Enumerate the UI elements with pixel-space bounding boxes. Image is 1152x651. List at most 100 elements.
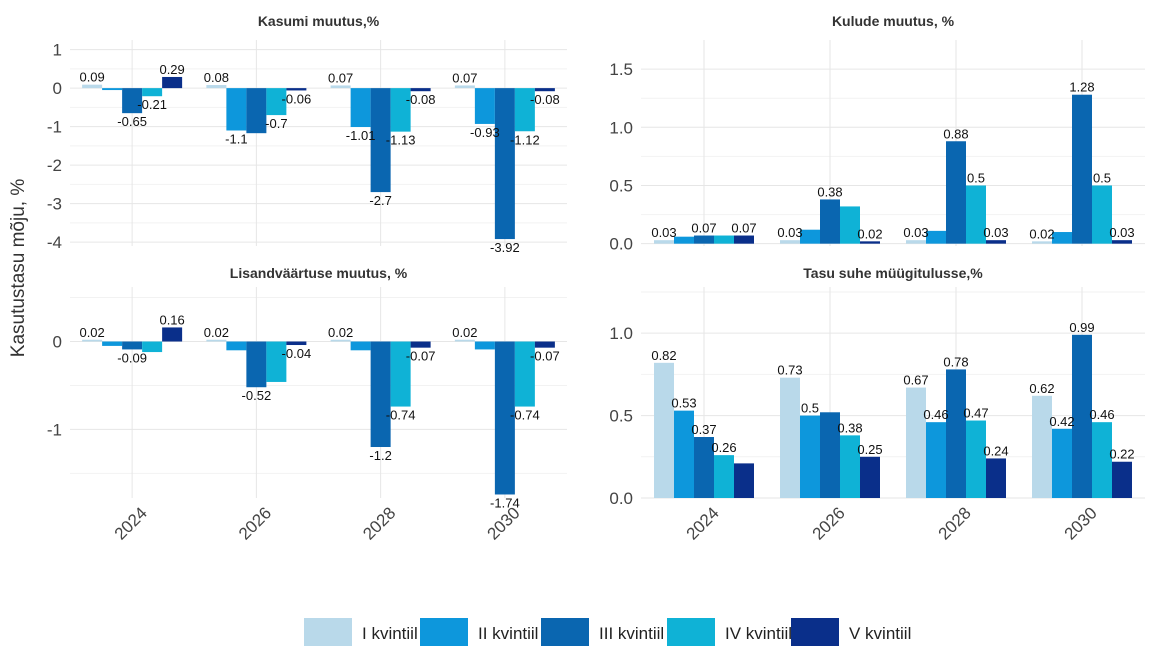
y-tick-label: -2 (47, 156, 62, 175)
legend-label: V kvintiil (849, 624, 911, 643)
data-label: 1.28 (1069, 80, 1094, 95)
bar (82, 84, 103, 89)
data-label: 0.82 (651, 348, 676, 363)
data-label: -0.09 (117, 350, 147, 365)
panel-title: Lisandväärtuse muutus, % (230, 265, 408, 281)
bar (654, 240, 674, 244)
legend-item: III kvintiil (541, 618, 664, 646)
bar (840, 206, 860, 244)
bar (694, 235, 714, 244)
data-label: 0.38 (817, 184, 842, 199)
bar (350, 341, 371, 351)
bar (986, 458, 1006, 498)
bar (734, 463, 754, 498)
bar (780, 240, 800, 244)
data-label: 0.03 (1109, 225, 1134, 240)
legend-item: IV kvintiil (667, 618, 792, 646)
data-label: -0.08 (406, 92, 436, 107)
x-tick-label: 2026 (809, 503, 849, 543)
data-label: -0.52 (242, 388, 272, 403)
bar (390, 341, 411, 407)
panel-title: Kulude muutus, % (832, 13, 955, 29)
bar (1092, 422, 1112, 498)
bar (350, 88, 371, 128)
bar (534, 88, 555, 92)
data-label: -0.21 (137, 97, 167, 112)
data-label: 0.37 (691, 422, 716, 437)
bar (286, 88, 307, 91)
data-label: -0.74 (386, 408, 416, 423)
bar (946, 141, 966, 244)
data-label: 0.02 (328, 325, 353, 340)
bar (162, 327, 183, 342)
data-label: 0.07 (328, 70, 353, 85)
data-label: -1.01 (346, 128, 376, 143)
data-label: 0.38 (837, 420, 862, 435)
data-label: -0.74 (510, 408, 540, 423)
data-label: -0.65 (117, 114, 147, 129)
bar (906, 387, 926, 498)
bar (1032, 241, 1052, 244)
bar (694, 437, 714, 498)
data-label: 0.02 (79, 325, 104, 340)
bar (654, 362, 674, 498)
y-tick-label: -1 (47, 420, 62, 439)
bar (840, 435, 860, 498)
data-label: 0.02 (452, 325, 477, 340)
bar (860, 456, 880, 498)
y-tick-label: 0.5 (609, 176, 633, 195)
bar (534, 341, 555, 348)
bar (946, 369, 966, 498)
chart-panel: Tasu suhe müügitulusse,% 1.0 0.5 0.0 0.82 0.7… (609, 265, 1145, 544)
data-label: -0.07 (530, 349, 560, 364)
bar (800, 415, 820, 498)
data-label: -0.08 (530, 92, 560, 107)
legend-swatch (420, 618, 468, 646)
bar (674, 236, 694, 244)
bar (966, 185, 986, 244)
bar (206, 85, 227, 89)
y-tick-label: 1 (53, 41, 62, 60)
data-label: 0.73 (777, 363, 802, 378)
data-label: -2.7 (369, 193, 391, 208)
data-label: 0.42 (1049, 414, 1074, 429)
data-label: 0.03 (777, 225, 802, 240)
data-label: 0.78 (943, 354, 968, 369)
bar (226, 88, 247, 131)
panel-title: Tasu suhe müügitulusse,% (803, 265, 983, 281)
bar (330, 85, 351, 89)
bar (1092, 185, 1112, 244)
x-tick-label: 2030 (1061, 503, 1101, 543)
legend-label: IV kvintiil (725, 624, 792, 643)
data-label: 0.22 (1109, 447, 1134, 462)
chart-panel: Lisandväärtuse muutus, % 0 -1 0.02 0.02 0.02 0… (47, 265, 567, 544)
bar (820, 199, 840, 244)
data-label: 0.16 (159, 312, 184, 327)
data-label: 0.88 (943, 126, 968, 141)
bar (410, 88, 431, 92)
data-label: -1.2 (369, 448, 391, 463)
data-label: 0.09 (79, 70, 104, 85)
y-tick-label: 0.0 (609, 489, 633, 508)
legend-swatch (541, 618, 589, 646)
bar (122, 341, 143, 350)
data-label: 0.02 (204, 325, 229, 340)
x-tick-label: 2026 (235, 503, 275, 543)
y-tick-label: 0.5 (609, 407, 633, 426)
bar (370, 341, 391, 448)
panel-title: Kasumi muutus,% (258, 13, 380, 29)
bar (142, 341, 163, 353)
bar (390, 88, 411, 132)
bar (514, 341, 535, 407)
data-label: 0.08 (204, 70, 229, 85)
bar (122, 88, 143, 114)
x-tick-label: 2024 (683, 503, 723, 543)
x-tick-label: 2028 (935, 503, 975, 543)
data-label: -0.93 (470, 125, 500, 140)
bar (494, 88, 515, 240)
y-tick-label: 0.0 (609, 235, 633, 254)
data-label: 0.02 (857, 226, 882, 241)
bar (454, 85, 475, 89)
legend-item: V kvintiil (791, 618, 911, 646)
bar (142, 88, 163, 97)
